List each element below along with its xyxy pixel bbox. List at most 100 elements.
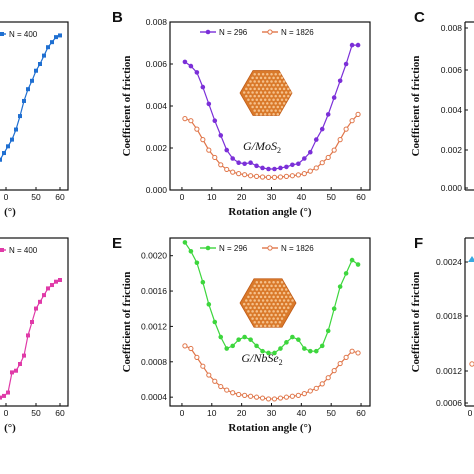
data-point [58,33,62,38]
panel-f: F 0.0024 0.0018 0.0012 0.0006 Coefficient of … [410,235,474,418]
lattice-atom [263,113,267,116]
data-point [34,306,38,311]
data-point [200,84,206,90]
lattice-atom [261,313,265,317]
data-point [236,171,242,177]
data-point [265,396,272,402]
data-point [224,346,230,351]
lattice-atom [276,105,280,109]
lattice-atom [253,291,256,295]
data-point [266,166,271,172]
lattice-atom [259,317,263,320]
lattice-atom [249,313,252,317]
lattice-atom [272,281,275,284]
lattice-atom [284,91,288,94]
lattice-atom [278,73,282,76]
series-1 [0,278,62,400]
data-point [22,98,26,103]
data-point [182,240,188,245]
lattice-atom [255,288,259,291]
data-point [278,346,283,351]
lattice-atom [276,113,280,116]
data-point [254,163,259,169]
data-point [188,118,194,124]
x-tick-label: 60 [356,192,366,202]
panel-a: 0 50 60 (°) N = 400 [0,21,69,218]
series-1 [182,42,361,172]
lattice-atom [274,291,277,295]
data-point [188,248,194,254]
lattice-atom [268,98,271,101]
lattice-atom [280,310,284,313]
data-point [296,161,301,167]
legend-marker [267,29,273,35]
lattice-atom [268,324,271,328]
data-point [230,169,236,175]
lattice-atom [274,109,277,112]
lattice-atom [274,73,277,76]
lattice-atom [251,317,254,320]
data-point [236,391,242,398]
lattice-atom [251,288,254,291]
lattice-atom [272,105,275,109]
legend-marker [267,245,273,251]
series-2 [182,111,361,180]
y-tick-label: 0.000 [146,185,168,195]
legend-marker [0,32,4,36]
lattice-atom [268,83,271,87]
lattice-atom [280,302,284,306]
lattice-atom [263,83,267,87]
y-tick-label: 0.0012 [141,321,167,331]
lattice-atom [255,317,259,320]
data-point [283,173,290,179]
x-tick-label: 40 [297,192,307,202]
lattice-atom [259,83,263,87]
data-point [278,165,283,171]
lattice-atom [274,87,277,91]
data-point [26,333,30,338]
data-point [260,165,265,171]
lattice-atom [278,80,282,83]
data-point [230,156,235,161]
lattice-atom [272,98,275,101]
plot-frame [169,237,371,407]
y-axis-label: Coefficient of friction [410,56,422,157]
lattice-atom [257,321,261,324]
x-tick-label: 50 [31,192,41,202]
panel-letter: C [414,9,425,26]
data-point [54,279,58,284]
lattice-atom [255,113,259,116]
y-tick-label: 0.0018 [436,311,462,321]
data-point [337,137,343,143]
x-tick-label: 50 [31,408,41,418]
lattice-atom [261,109,265,112]
lattice-atom [272,317,275,320]
y-tick-label: 0.0024 [436,257,462,267]
lattice-atom [253,102,256,105]
lattice-atom [266,291,269,295]
data-point [42,293,46,298]
y-tick-label: 0.0016 [141,286,167,296]
data-point [242,392,248,398]
data-point [212,378,218,384]
lattice-atom [263,76,267,80]
lattice-atom [253,87,256,91]
data-point [302,346,307,351]
data-point [6,144,10,149]
lattice-atom [274,321,277,324]
data-point [50,40,54,45]
lattice-atom [284,310,288,313]
y-tick-label: 0.0012 [436,366,462,376]
data-point [58,278,62,282]
data-point [355,262,361,267]
lattice-atom [259,302,263,306]
data-point [46,45,50,50]
data-point [272,166,277,172]
lattice-atom [249,94,252,98]
lattice-atom [276,295,280,299]
lattice-atom [278,109,282,112]
lattice-atom [268,288,271,291]
data-point [248,337,253,342]
lattice-atom [282,80,286,83]
data-point [307,168,313,174]
